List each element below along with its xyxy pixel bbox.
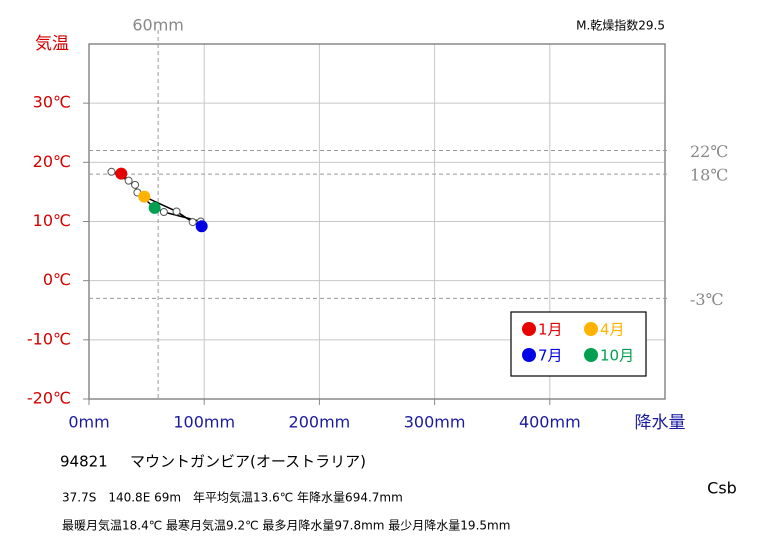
data-point <box>159 208 168 217</box>
x-tick-label: 0mm <box>68 413 109 432</box>
x-tick-label: 300mm <box>404 413 466 432</box>
data-point <box>131 180 140 189</box>
reference-label: 22℃ <box>690 142 728 161</box>
station-id: 94821 <box>60 453 108 471</box>
legend-marker <box>522 348 536 362</box>
data-point <box>172 207 181 216</box>
x-axis-label: 降水量 <box>635 413 686 433</box>
data-point <box>107 167 116 176</box>
data-point <box>188 218 197 227</box>
y-tick-label: -10℃ <box>27 329 71 348</box>
annotation: M.乾燥指数29.5 <box>576 18 665 33</box>
y-tick-label: -20℃ <box>27 389 71 408</box>
x-tick-label: 400mm <box>519 413 581 432</box>
plot-frame <box>88 43 666 400</box>
legend-marker <box>522 322 536 336</box>
legend-box <box>510 311 647 377</box>
x-tick-label: 200mm <box>289 413 351 432</box>
legend-marker <box>584 322 598 336</box>
data-point <box>115 167 128 180</box>
reference-label: 60mm <box>132 16 184 35</box>
legend-label: 7月 <box>538 347 563 365</box>
y-axis-label: 気温 <box>35 34 69 54</box>
data-point <box>148 201 161 214</box>
station-info: 最暖月気温18.4℃ 最寒月気温9.2℃ 最多月降水量97.8mm 最少月降水量… <box>62 518 510 533</box>
y-tick-label: 30℃ <box>33 93 71 112</box>
climate-class: Csb <box>707 479 737 498</box>
y-tick-label: 0℃ <box>43 270 71 289</box>
reference-label: -3℃ <box>690 290 723 309</box>
legend-label: 4月 <box>600 321 625 339</box>
y-tick-label: 10℃ <box>33 211 71 230</box>
station-info: 37.7S 140.8E 69m 年平均気温13.6℃ 年降水量694.7mm <box>62 490 403 505</box>
x-tick-label: 100mm <box>173 413 235 432</box>
legend-label: 10月 <box>600 347 634 365</box>
station-name: マウントガンビア(オーストラリア) <box>130 453 366 471</box>
legend-label: 1月 <box>538 321 563 339</box>
reference-label: 18℃ <box>690 166 728 185</box>
data-point <box>124 176 133 185</box>
data-point <box>138 190 151 203</box>
data-point <box>195 220 208 233</box>
y-tick-label: 20℃ <box>33 152 71 171</box>
legend-marker <box>584 348 598 362</box>
